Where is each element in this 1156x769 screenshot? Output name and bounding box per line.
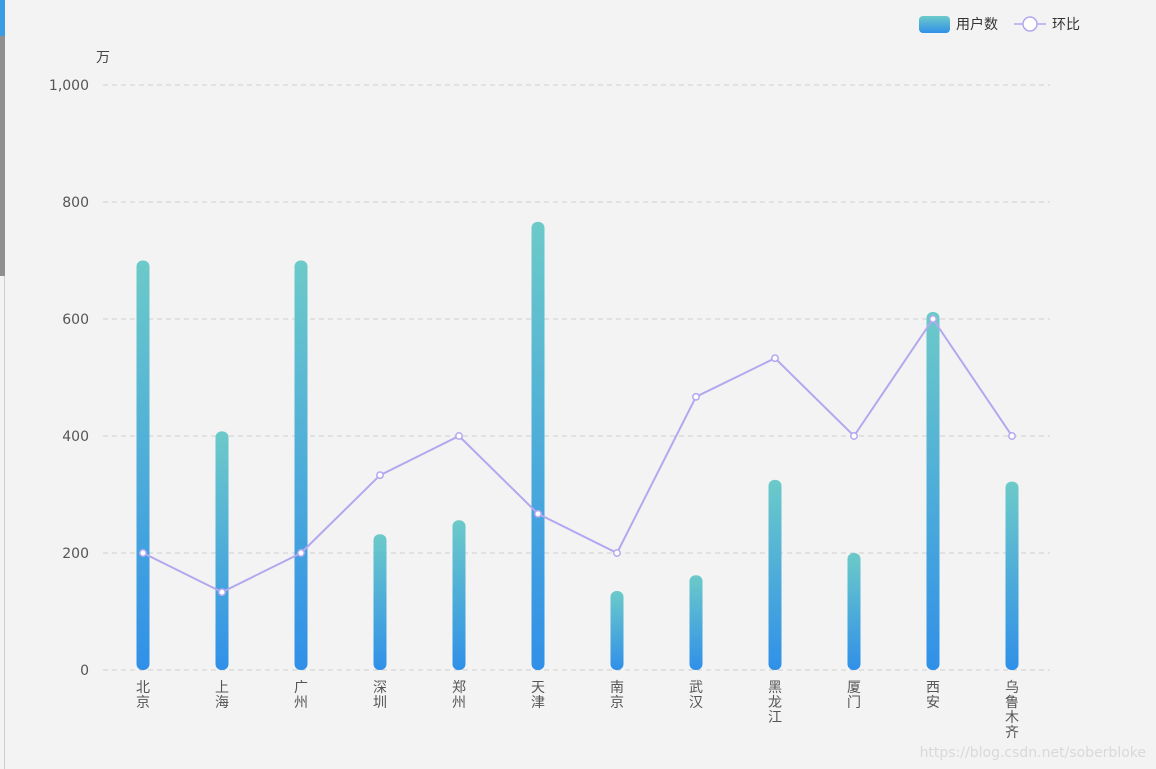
bar[interactable]	[531, 221, 545, 670]
x-axis-labels: 北京 上海 广州 深圳 郑州 天津 南京 武汉 黑龙江 厦门 西安 乌鲁木齐	[136, 680, 1019, 741]
y-axis-ticks: 0 200 400 600 800 1,000	[49, 78, 89, 679]
x-tick-label: 厦门	[847, 680, 861, 711]
line-point[interactable]	[139, 549, 147, 557]
line-point[interactable]	[850, 432, 858, 440]
legend-line-label[interactable]: 环比	[1052, 17, 1080, 33]
bar[interactable]	[768, 479, 782, 670]
bar[interactable]	[452, 520, 466, 670]
line-point[interactable]	[771, 354, 779, 363]
y-tick-label: 800	[62, 195, 89, 211]
y-tick-label: 1,000	[49, 78, 89, 94]
x-tick-label: 武汉	[689, 680, 703, 711]
x-tick-label: 天津	[531, 680, 545, 711]
y-tick-label: 600	[62, 312, 89, 328]
line-point[interactable]	[455, 432, 463, 440]
edge-divider	[4, 276, 5, 769]
line-point[interactable]	[929, 315, 937, 323]
line-point[interactable]	[297, 549, 305, 557]
bar[interactable]	[294, 260, 308, 671]
bar[interactable]	[847, 553, 861, 670]
bar[interactable]	[689, 575, 703, 670]
legend[interactable]: 用户数 环比	[919, 16, 1080, 33]
bar[interactable]	[926, 311, 940, 670]
x-tick-label: 深圳	[373, 680, 387, 711]
bar[interactable]	[136, 260, 150, 671]
y-axis-unit: 万	[96, 50, 110, 66]
legend-bar-label[interactable]: 用户数	[956, 16, 998, 33]
line-series	[139, 315, 1016, 597]
series-line	[142, 317, 1013, 594]
watermark: https://blog.csdn.net/soberbloke	[919, 745, 1146, 761]
x-tick-label: 乌鲁木齐	[1005, 680, 1019, 741]
line-point[interactable]	[1008, 432, 1016, 440]
edge-accent	[0, 0, 5, 36]
x-tick-label: 南京	[610, 680, 624, 711]
bar-series	[136, 221, 1019, 671]
x-tick-label: 广州	[294, 680, 308, 711]
window-left-edge	[0, 0, 5, 769]
bar[interactable]	[610, 591, 624, 670]
x-tick-label: 西安	[926, 680, 940, 711]
x-tick-label: 郑州	[452, 680, 466, 711]
line-point[interactable]	[218, 588, 226, 597]
x-tick-label: 黑龙江	[768, 680, 782, 726]
y-tick-label: 400	[62, 429, 89, 445]
line-point[interactable]	[613, 549, 621, 557]
bar[interactable]	[215, 431, 229, 670]
line-point[interactable]	[376, 471, 384, 480]
legend-bar-swatch[interactable]	[919, 16, 950, 33]
bar[interactable]	[1005, 481, 1019, 670]
x-tick-label: 北京	[136, 680, 150, 711]
y-tick-label: 200	[62, 546, 89, 562]
line-point[interactable]	[534, 509, 542, 518]
scrollbar-thumb[interactable]	[0, 36, 5, 276]
legend-line-marker[interactable]	[1022, 16, 1038, 32]
y-tick-label: 0	[80, 663, 89, 679]
line-point[interactable]	[692, 392, 700, 401]
bar[interactable]	[373, 534, 387, 670]
grid-lines	[103, 84, 1050, 671]
x-tick-label: 上海	[215, 680, 229, 711]
